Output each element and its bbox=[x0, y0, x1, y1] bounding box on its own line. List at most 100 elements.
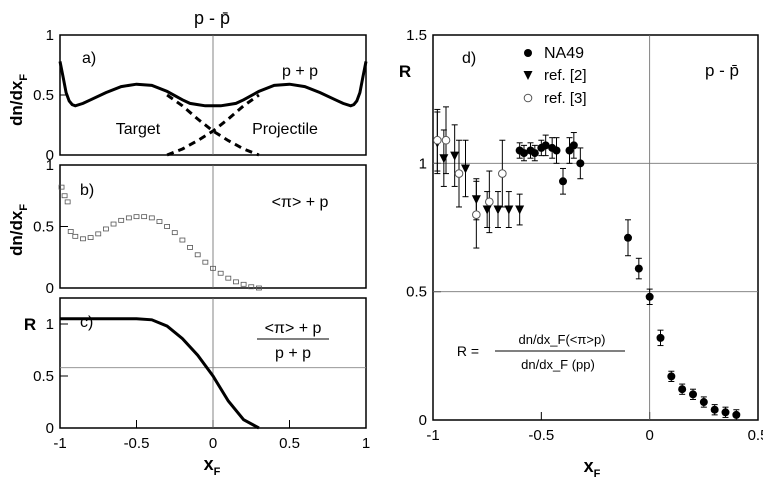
y-tick-label: 0.5 bbox=[33, 368, 54, 385]
y-tick-label: 1.5 bbox=[406, 27, 427, 44]
panel-b: dn/dxF 0 0.5 1 b) <π> + p bbox=[7, 157, 367, 297]
data-point bbox=[64, 199, 71, 205]
data-point bbox=[689, 390, 697, 399]
y-tick-label: 1 bbox=[46, 157, 54, 174]
x-tick-label: -1 bbox=[426, 427, 439, 444]
y-tick-label: 0 bbox=[419, 412, 427, 429]
panel-d-frame bbox=[432, 34, 759, 421]
data-point bbox=[504, 205, 514, 215]
data-point bbox=[179, 237, 186, 243]
data-point bbox=[240, 281, 247, 287]
data-point bbox=[645, 292, 654, 301]
panel-d-legend: NA49 ref. [2] ref. [3] bbox=[523, 45, 587, 107]
panel-c-ylabel: R bbox=[24, 315, 36, 334]
panel-d: R 0 0.5 1 1.5 -1 -0.5 0 0.5 d) p - p̄ NA49 ref.… bbox=[399, 27, 763, 480]
data-point bbox=[118, 217, 125, 223]
data-point bbox=[141, 214, 148, 220]
panel-d-formula: R = dn/dx_F(<π>p) dn/dx_F (pp) bbox=[457, 332, 625, 372]
data-point bbox=[87, 235, 94, 240]
data-point bbox=[656, 333, 665, 342]
data-point bbox=[530, 149, 539, 158]
y-tick-label: 0.5 bbox=[406, 284, 427, 301]
panel-a-region-target: Target bbox=[116, 121, 161, 138]
panel-b-label: b) bbox=[80, 182, 94, 199]
x-tick-label: 0 bbox=[209, 435, 217, 452]
data-point bbox=[439, 154, 449, 164]
data-point bbox=[485, 197, 494, 207]
data-point bbox=[133, 214, 140, 220]
y-tick-label: 0 bbox=[46, 147, 54, 164]
data-point bbox=[233, 279, 239, 285]
panel-a-label: a) bbox=[82, 50, 96, 67]
panel-a-region-projectile: Projectile bbox=[252, 121, 318, 138]
data-point bbox=[156, 219, 163, 224]
formula-lhs: R = bbox=[457, 343, 479, 359]
data-point bbox=[515, 205, 525, 215]
data-point bbox=[472, 210, 481, 219]
x-tick-label: -1 bbox=[53, 435, 66, 452]
panel-b-ylabel: dn/dxF bbox=[7, 204, 30, 256]
data-point bbox=[461, 164, 470, 174]
data-point bbox=[255, 285, 262, 291]
x-tick-label: 0.5 bbox=[279, 435, 300, 452]
data-point bbox=[248, 284, 255, 290]
data-point bbox=[569, 141, 578, 150]
panel-c-annotation-num: <π> + p bbox=[265, 320, 322, 337]
data-point bbox=[194, 252, 201, 258]
data-point bbox=[520, 149, 528, 158]
legend-marker bbox=[523, 71, 533, 80]
data-point bbox=[721, 408, 730, 417]
data-point bbox=[58, 184, 65, 190]
panel-c-annotation-den: p + p bbox=[275, 345, 311, 362]
data-point bbox=[667, 372, 676, 381]
panel-c: R 0 0.5 1 -1 -0.5 0 0.5 1 c) <π> + p p + p xF bbox=[24, 297, 370, 478]
data-point bbox=[498, 169, 507, 178]
panel-b-annotation: <π> + p bbox=[272, 194, 329, 211]
y-tick-label: 0 bbox=[46, 280, 54, 297]
data-point bbox=[103, 226, 109, 232]
x-tick-label: -0.5 bbox=[124, 435, 150, 452]
legend-marker bbox=[524, 49, 532, 57]
data-point bbox=[72, 233, 79, 239]
figure-title: p - p̄ bbox=[194, 8, 230, 28]
series-projectile-dashed bbox=[166, 93, 260, 157]
data-point bbox=[67, 229, 74, 234]
data-point bbox=[110, 221, 117, 227]
y-tick-label: 0.5 bbox=[33, 87, 54, 104]
series-total-line bbox=[58, 61, 368, 108]
legend-marker bbox=[523, 93, 533, 103]
panel-c-label: c) bbox=[80, 314, 93, 331]
y-tick-label: 1 bbox=[46, 316, 54, 333]
data-point bbox=[559, 177, 567, 186]
data-point bbox=[493, 205, 503, 215]
data-point bbox=[164, 224, 171, 229]
y-tick-label: 0 bbox=[46, 420, 54, 437]
data-point bbox=[482, 205, 492, 215]
data-point bbox=[552, 146, 561, 155]
x-tick-label: -0.5 bbox=[528, 427, 554, 444]
data-point bbox=[187, 245, 193, 250]
data-point bbox=[225, 275, 232, 281]
data-point bbox=[624, 233, 632, 242]
data-point bbox=[634, 264, 643, 273]
panel-a-ylabel: dn/dxF bbox=[7, 74, 30, 126]
data-point bbox=[171, 230, 178, 236]
y-tick-label: 1 bbox=[419, 155, 427, 172]
x-tick-label: 0.5 bbox=[748, 427, 763, 444]
legend-label: NA49 bbox=[544, 45, 584, 62]
data-point bbox=[732, 410, 741, 419]
legend-label: ref. [2] bbox=[544, 67, 587, 84]
data-point bbox=[95, 231, 102, 237]
data-point bbox=[541, 141, 550, 150]
y-tick-label: 1 bbox=[46, 27, 54, 44]
data-point bbox=[450, 151, 460, 161]
data-point bbox=[202, 259, 209, 265]
panel-d-xlabel: xF bbox=[584, 456, 601, 480]
ratio-line bbox=[60, 317, 260, 430]
panel-d-annotation: p - p̄ bbox=[705, 61, 739, 80]
panel-a: dn/dxF 0 0.5 1 a) p + p Target Projectile bbox=[7, 27, 368, 164]
x-tick-label: 0 bbox=[645, 427, 653, 444]
panel-d-ylabel: R bbox=[399, 62, 411, 81]
data-point bbox=[576, 159, 585, 168]
